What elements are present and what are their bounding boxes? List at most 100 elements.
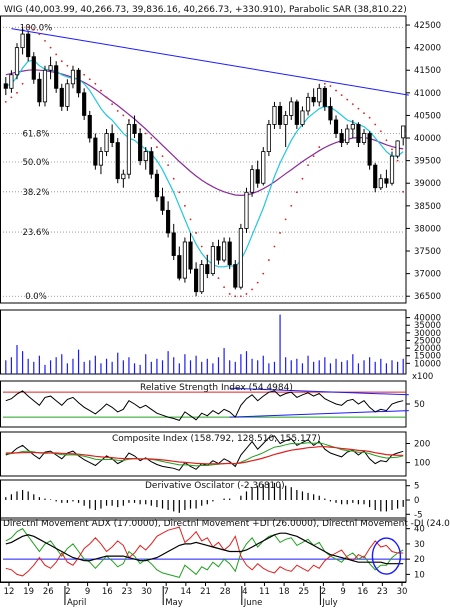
candle-up bbox=[289, 101, 294, 116]
candle-down bbox=[328, 105, 333, 121]
price-axis-tick-label: 42500 bbox=[414, 21, 441, 31]
candle-up bbox=[350, 124, 355, 130]
volume-unit-label: x100 bbox=[412, 372, 433, 382]
rsi-trendline-bottom bbox=[229, 410, 409, 418]
month-label: July bbox=[321, 598, 337, 608]
candle-up bbox=[283, 115, 288, 125]
sar-dot bbox=[295, 191, 298, 194]
x-axis-tick-label: 9 bbox=[85, 587, 90, 597]
sar-dot bbox=[228, 293, 231, 295]
candle-down bbox=[255, 169, 260, 184]
sar-dot bbox=[144, 132, 147, 135]
candle-down bbox=[205, 264, 210, 275]
derivative-axis-tick-label: 0 bbox=[414, 496, 419, 506]
fib-level-label: 38.2% bbox=[22, 188, 49, 198]
price-trendline bbox=[11, 28, 409, 96]
x-axis-tick-label: 30 bbox=[397, 587, 408, 597]
candle-up bbox=[244, 191, 249, 229]
candle-down bbox=[373, 164, 378, 189]
candle-down bbox=[149, 151, 154, 175]
sar-dot bbox=[10, 96, 13, 99]
price-axis-tick-label: 41500 bbox=[414, 66, 441, 76]
sar-dot bbox=[329, 85, 332, 87]
composite-axis-tick-label: 100 bbox=[414, 459, 430, 469]
sar-dot bbox=[38, 33, 41, 35]
candle-up bbox=[361, 133, 367, 143]
sar-dot bbox=[318, 146, 321, 148]
candle-down bbox=[356, 124, 361, 143]
minus-di-line bbox=[5, 526, 404, 577]
composite-axis-tick-label: 200 bbox=[414, 439, 430, 449]
x-axis-tick-label: 14 bbox=[180, 587, 191, 597]
sar-dot bbox=[100, 89, 102, 92]
volume-axis-tick-label: 10000 bbox=[414, 359, 441, 369]
sar-dot bbox=[279, 232, 281, 234]
sar-dot bbox=[262, 272, 265, 275]
sar-dot bbox=[172, 177, 175, 180]
price-axis-tick-label: 40000 bbox=[414, 134, 441, 144]
month-label: June bbox=[243, 598, 263, 608]
sar-dot bbox=[189, 218, 192, 221]
composite-fast-average bbox=[5, 442, 404, 467]
candle-down bbox=[194, 268, 199, 293]
candle-down bbox=[322, 87, 327, 107]
adx-highlight-circle bbox=[371, 537, 402, 575]
candle-up bbox=[126, 124, 132, 175]
adx-axis-tick-label: 20 bbox=[414, 555, 425, 565]
sar-dot bbox=[368, 116, 371, 119]
x-axis-tick-label: 11 bbox=[259, 587, 270, 597]
candle-up bbox=[395, 140, 400, 157]
price-frame bbox=[0, 15, 407, 304]
sar-dot bbox=[200, 245, 203, 248]
candle-down bbox=[138, 133, 143, 162]
candle-down bbox=[59, 87, 64, 107]
sar-dot bbox=[307, 164, 309, 167]
candle-down bbox=[339, 133, 344, 143]
composite-frame bbox=[0, 431, 407, 477]
candle-up bbox=[305, 96, 311, 112]
candle-up bbox=[14, 47, 20, 76]
sar-dot bbox=[391, 148, 393, 151]
candle-up bbox=[249, 169, 255, 193]
sar-dot bbox=[335, 89, 337, 92]
sar-dot bbox=[156, 146, 158, 148]
composite-slow-average bbox=[5, 446, 404, 465]
candle-down bbox=[76, 69, 81, 94]
sar-dot bbox=[88, 78, 91, 81]
composite-title: Composite Index (158.792, 128.510, 155.1… bbox=[112, 434, 321, 444]
candle-up bbox=[42, 69, 48, 103]
sar-dot bbox=[4, 100, 7, 103]
sar-dot bbox=[374, 123, 377, 126]
candle-up bbox=[9, 74, 14, 89]
rsi-panel: 50 bbox=[0, 380, 425, 428]
candle-up bbox=[65, 83, 70, 107]
fib-level-label: 0.0% bbox=[25, 292, 47, 302]
candle-up bbox=[70, 69, 76, 85]
sar-dot bbox=[267, 259, 270, 261]
x-axis-tick-label: 16 bbox=[357, 587, 368, 597]
volume-axis-tick-label: 20000 bbox=[414, 344, 441, 354]
candle-up bbox=[389, 155, 395, 184]
fib-level-label: 50.0% bbox=[22, 158, 49, 168]
sar-dot bbox=[301, 177, 304, 180]
candle-down bbox=[216, 246, 221, 261]
sar-dot bbox=[323, 82, 326, 85]
candle-up bbox=[222, 241, 227, 261]
price-axis-tick-label: 39500 bbox=[414, 157, 441, 167]
candle-up bbox=[378, 178, 383, 189]
candle-down bbox=[188, 241, 193, 270]
candle-down bbox=[227, 241, 232, 265]
sar-dot bbox=[161, 155, 164, 158]
month-label: April bbox=[67, 598, 86, 608]
candle-up bbox=[401, 125, 406, 139]
month-label: May bbox=[165, 598, 183, 608]
sar-dot bbox=[273, 245, 276, 248]
derivative-title: Derivative Oscilator (-2.36810) bbox=[145, 481, 285, 491]
sar-dot bbox=[402, 190, 405, 193]
candle-down bbox=[3, 83, 8, 89]
x-axis: 12 19 26 2 9 16 23 30 7 14 21 28 4 11 18 25 2 9 16 23 30 Apri… bbox=[0, 582, 407, 608]
sar-dot bbox=[379, 130, 382, 133]
sar-dot bbox=[105, 96, 108, 99]
sar-dot bbox=[83, 73, 86, 76]
candle-up bbox=[261, 151, 266, 184]
